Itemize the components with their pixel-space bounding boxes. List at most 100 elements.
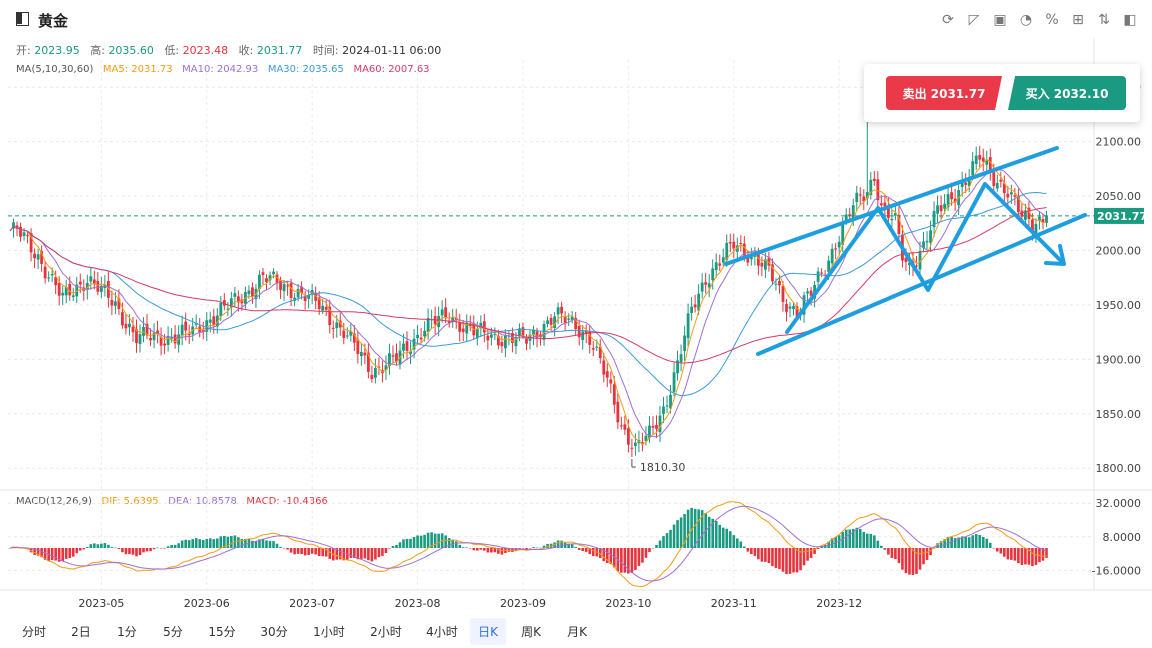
candle-body [131,326,135,333]
candle-body [827,260,831,273]
macd-histogram-bar [964,537,967,548]
candle-body [560,306,564,314]
candle-body [96,280,100,292]
macd-histogram-bar [61,548,65,562]
candle-body [714,262,718,271]
candle-body [388,353,391,367]
macd-histogram-bar [219,536,223,548]
last-price-label: 2031.77 [1097,210,1147,223]
candle-body [971,161,975,176]
candle-body [1013,195,1017,197]
candle-body [655,425,658,429]
candle-body [275,274,279,284]
candle-body [412,338,416,350]
indicator-icon[interactable]: ⇅ [1098,12,1110,28]
candle-body [795,306,799,318]
pie-icon[interactable]: ◔ [1019,12,1033,28]
candle-body [672,372,676,392]
ohlc-bar: 开: 2023.95 高: 2035.60 低: 2023.48 收: 2031… [16,42,441,58]
candle-body [732,241,736,249]
macd-histogram-bar [381,548,384,556]
candle-body [89,276,93,282]
candle-body [556,307,560,315]
macd-histogram-bar [1024,548,1027,565]
macd-histogram-bar [721,527,725,548]
candle-body [29,233,33,253]
close-value: 2031.77 [256,44,303,57]
macd-histogram-bar [894,548,897,560]
percent-icon[interactable]: % [1045,12,1059,28]
tab-period-4[interactable]: 15分 [208,625,236,639]
macd-histogram-bar [883,548,887,550]
candle-body [950,192,954,200]
dea-legend: DEA: 10.8578 [168,496,237,507]
candle-body [974,155,978,164]
macd-histogram-bar [426,532,430,548]
macd-histogram-bar [820,546,823,548]
macd-histogram-bar [490,548,493,553]
tab-period-11[interactable]: 月K [567,625,587,639]
sidebar-toggle-icon[interactable] [16,12,29,26]
candle-body [879,203,883,206]
macd-histogram-bar [904,548,908,574]
compare-icon[interactable]: ▣ [993,12,1007,28]
buy-button[interactable]: 买入 2032.10 [1008,76,1126,110]
tab-period-8[interactable]: 4小时 [426,625,458,639]
macd-histogram-bar [356,548,360,560]
candle-body [251,287,254,297]
layout-icon[interactable]: ⊞ [1072,12,1084,28]
candle-body [314,292,318,301]
draw-icon[interactable]: ◸ [968,12,980,28]
macd-histogram-bar [447,538,451,548]
panel-icon[interactable]: ◧ [1123,12,1137,28]
candle-body [915,265,918,267]
macd-histogram-bar [521,548,525,549]
tab-period-0[interactable]: 分时 [21,625,46,639]
sell-button[interactable]: 卖出 2031.77 [886,76,1002,110]
candle-body [1024,210,1027,220]
arrow-head [1044,244,1066,266]
candle-body [475,329,479,339]
tab-period-6[interactable]: 1小时 [313,625,345,639]
macd-histogram-bar [802,548,806,566]
candle-body [851,205,855,219]
candle-body [760,262,764,267]
candle-body [641,442,644,445]
candle-body [735,245,739,252]
candle-body [841,223,845,246]
candle-body [296,288,300,298]
candle-body [349,331,353,336]
tab-period-10[interactable]: 周K [521,625,541,639]
macd-histogram-bar [142,548,145,553]
candle-body [43,266,47,279]
candle-body [374,368,377,378]
tab-period-2[interactable]: 1分 [117,625,137,639]
candle-body [507,335,511,337]
refresh-icon[interactable]: ⟳ [942,12,954,28]
candle-body [289,283,293,299]
tab-period-3[interactable]: 5分 [163,625,183,639]
macd-histogram-bar [303,548,307,556]
candle-body [609,379,613,384]
macd-histogram-bar [799,548,802,571]
macd-histogram-bar [915,548,918,574]
macd-histogram-bar [367,548,370,561]
macd-histogram-bar [602,548,606,562]
candle-body [816,271,820,282]
candle-body [486,335,490,341]
tab-period-7[interactable]: 2小时 [370,625,402,639]
tab-period-5[interactable]: 30分 [260,625,288,639]
candle-body [1045,215,1048,224]
macd-tick-label: -16.0000 [1092,564,1141,577]
macd-histogram-bar [289,548,293,553]
macd-histogram-bar [261,538,265,548]
macd-histogram-bar [54,548,57,561]
candle-body [686,313,690,339]
tab-period-1[interactable]: 2日 [71,625,91,639]
tab-period-9[interactable]: 日K [470,618,506,645]
time-label: 时间: [312,44,339,57]
macd-histogram-bar [124,548,128,555]
macd-histogram-bar [82,548,86,550]
macd-histogram-bar [985,538,989,548]
